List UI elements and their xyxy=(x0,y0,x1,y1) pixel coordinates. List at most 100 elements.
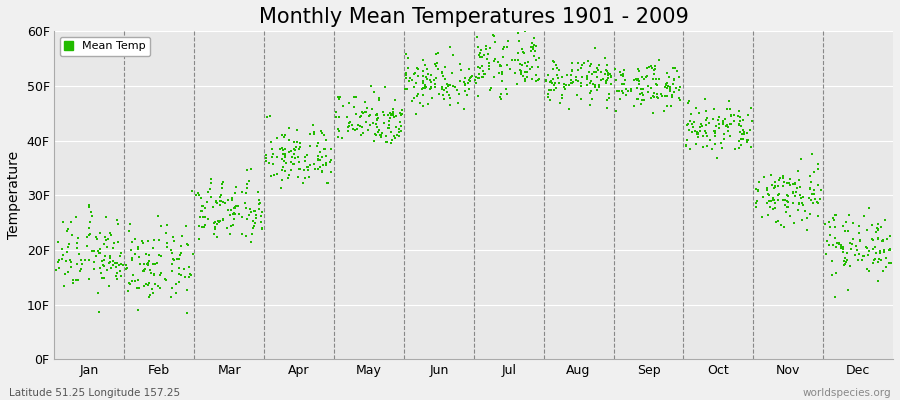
Point xyxy=(846,236,860,242)
Point xyxy=(673,97,688,104)
Point xyxy=(871,221,886,228)
Point xyxy=(811,165,825,172)
Point xyxy=(838,255,852,261)
Point xyxy=(419,84,434,90)
Point xyxy=(307,160,321,167)
Point xyxy=(393,119,408,125)
Point xyxy=(627,103,642,110)
Point xyxy=(503,66,517,72)
Point xyxy=(248,208,262,214)
Point xyxy=(72,268,86,274)
Point xyxy=(733,114,747,120)
Point xyxy=(829,244,843,250)
Point xyxy=(803,172,817,179)
Point xyxy=(598,71,612,77)
Point xyxy=(226,222,240,228)
Point xyxy=(144,270,158,276)
Point xyxy=(883,233,897,240)
Point xyxy=(844,241,859,247)
Point xyxy=(363,122,377,128)
Point xyxy=(786,190,800,196)
Point xyxy=(552,67,566,73)
Point xyxy=(136,239,150,246)
Point xyxy=(400,55,415,61)
Point xyxy=(644,62,659,69)
Point xyxy=(248,208,262,214)
Point xyxy=(84,209,98,216)
Point xyxy=(292,159,306,166)
Point xyxy=(258,158,273,164)
Point xyxy=(873,224,887,230)
Point xyxy=(520,68,535,75)
Point xyxy=(471,63,485,70)
Point xyxy=(631,68,645,74)
Point xyxy=(736,128,751,135)
Point xyxy=(360,105,374,112)
Point xyxy=(526,42,541,48)
Point xyxy=(332,96,347,102)
Point xyxy=(431,66,446,72)
Point xyxy=(647,67,662,73)
Point xyxy=(585,71,599,77)
Point xyxy=(94,258,109,264)
Point xyxy=(403,75,418,82)
Point xyxy=(288,155,302,162)
Point xyxy=(168,290,183,296)
Point xyxy=(492,15,507,21)
Point xyxy=(282,172,296,178)
Point xyxy=(197,224,211,230)
Point xyxy=(608,66,623,73)
Point xyxy=(582,90,597,96)
Point xyxy=(714,140,728,146)
Point xyxy=(400,86,415,92)
Point xyxy=(571,60,585,66)
Point xyxy=(315,130,329,136)
Point xyxy=(401,78,416,84)
Point xyxy=(814,187,828,193)
Point xyxy=(61,244,76,250)
Point xyxy=(634,74,649,80)
Point xyxy=(668,65,682,71)
Point xyxy=(792,177,806,184)
Point xyxy=(683,118,698,125)
Point xyxy=(355,109,369,115)
Point xyxy=(310,166,325,172)
Point xyxy=(583,78,598,84)
Point xyxy=(317,131,331,138)
Point xyxy=(302,173,316,180)
Point xyxy=(369,111,383,118)
Point xyxy=(82,257,96,263)
Point xyxy=(114,273,129,280)
Point xyxy=(137,268,151,274)
Point xyxy=(616,71,630,77)
Point xyxy=(689,128,704,135)
Point xyxy=(743,144,758,150)
Point xyxy=(97,241,112,248)
Point xyxy=(105,258,120,264)
Point xyxy=(518,76,533,82)
Point xyxy=(382,125,396,131)
Point xyxy=(853,236,868,243)
Point xyxy=(342,119,356,126)
Point xyxy=(91,248,105,254)
Point xyxy=(557,84,572,90)
Point xyxy=(212,193,227,200)
Point xyxy=(626,77,641,83)
Point xyxy=(718,116,733,122)
Point xyxy=(72,251,86,257)
Point xyxy=(878,255,893,261)
Point xyxy=(543,97,557,103)
Point xyxy=(91,290,105,296)
Point xyxy=(706,146,720,152)
Point xyxy=(275,164,290,170)
Point xyxy=(871,227,886,234)
Point xyxy=(388,97,402,103)
Point xyxy=(770,217,785,224)
Point xyxy=(742,126,757,133)
Point xyxy=(824,258,839,264)
Point xyxy=(574,65,589,71)
Point xyxy=(788,193,802,199)
Point xyxy=(301,164,315,170)
Point xyxy=(349,94,364,100)
Point xyxy=(557,81,572,88)
